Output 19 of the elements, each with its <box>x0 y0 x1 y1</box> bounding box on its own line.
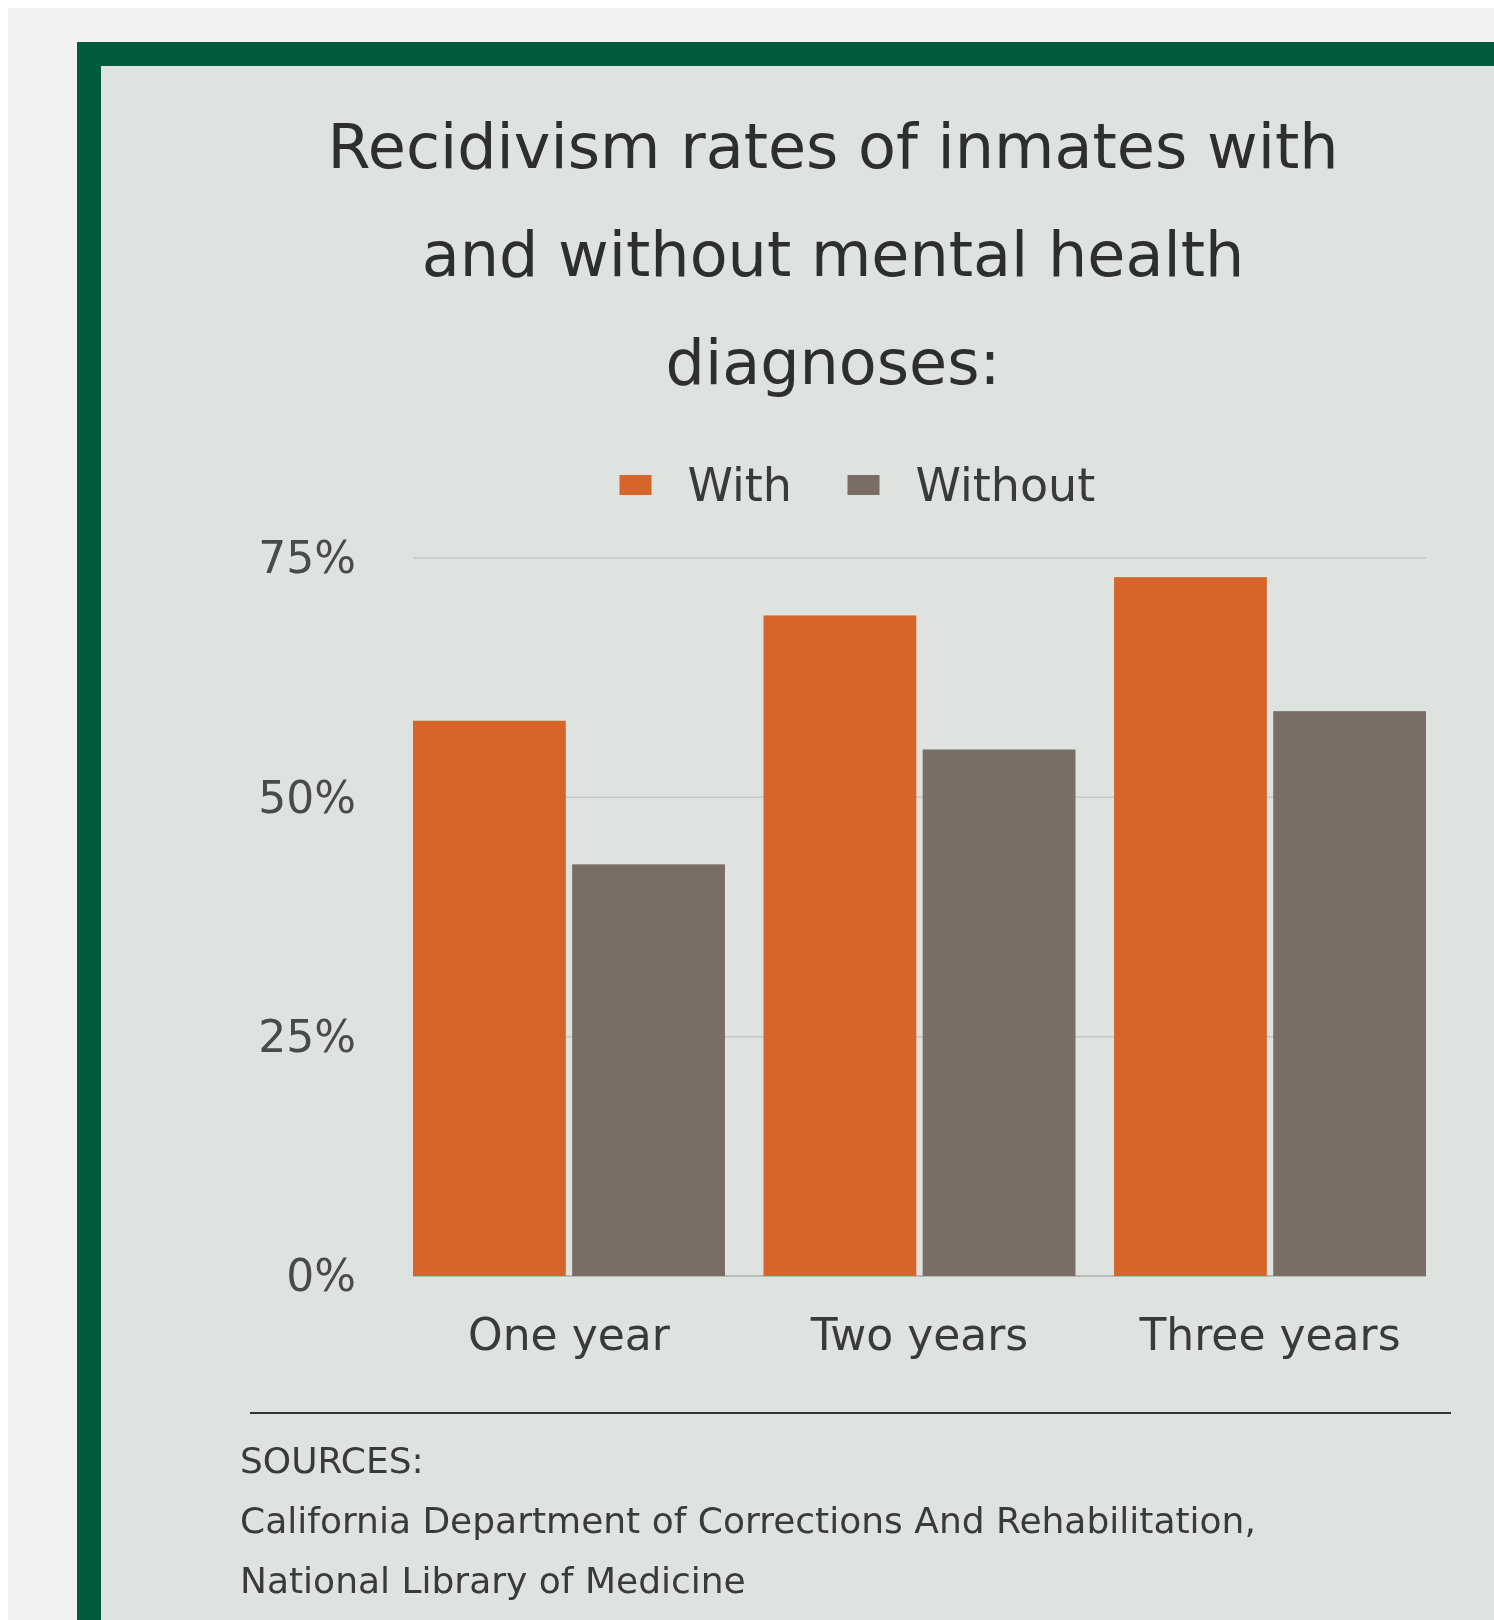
bar <box>413 720 566 1276</box>
bar <box>763 615 917 1276</box>
legend-label: Without <box>915 458 1096 513</box>
bar <box>922 749 1076 1276</box>
bar <box>572 864 725 1276</box>
y-tick-label: 50% <box>258 771 356 823</box>
text: California Department of Corrections And Rehabilitation, <box>240 1499 1256 1541</box>
x-tick-label: Two years <box>809 1309 1029 1361</box>
bar <box>1273 711 1426 1276</box>
y-tick-label: 75% <box>258 532 356 584</box>
text: National Library of Medicine <box>240 1559 746 1601</box>
y-tick-label: 25% <box>258 1011 356 1063</box>
legend-label: With <box>687 458 792 513</box>
x-tick-label: Three years <box>1138 1309 1401 1361</box>
x-tick-label: One year <box>468 1309 671 1361</box>
chart-title: Recidivism rates of inmates with and without mental health diagnoses: <box>327 110 1339 399</box>
source-note: SOURCES: <box>240 1439 424 1481</box>
bar <box>1114 577 1267 1276</box>
y-tick-label: 0% <box>286 1250 356 1302</box>
